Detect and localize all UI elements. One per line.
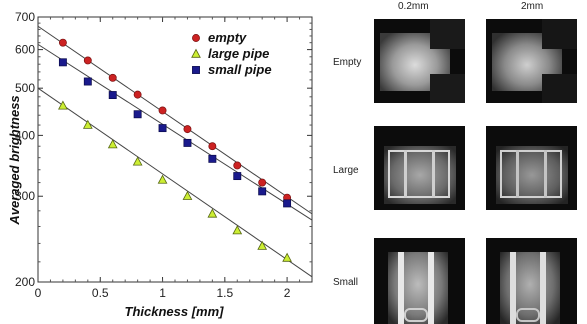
y-tick-label: 400	[15, 128, 35, 142]
x-tick-label: 0.5	[92, 286, 109, 300]
data-point-empty	[258, 178, 267, 187]
data-point-small-pipe	[108, 91, 117, 100]
xray-image-small-0.2mm	[374, 238, 465, 324]
data-point-small-pipe	[158, 124, 167, 133]
data-point-large-pipe	[182, 190, 193, 200]
column-header-2mm: 2mm	[521, 1, 544, 12]
data-point-large-pipe	[107, 139, 118, 149]
data-point-large-pipe	[157, 174, 168, 184]
xray-image-empty-0.2mm	[374, 19, 465, 103]
data-point-small-pipe	[233, 172, 242, 181]
data-point-small-pipe	[83, 77, 92, 86]
legend-label-small-pipe: small pipe	[208, 62, 272, 77]
xray-image-empty-2mm	[486, 19, 577, 103]
column-header-0.2mm: 0.2mm	[398, 1, 429, 12]
data-point-empty	[58, 38, 67, 47]
data-point-empty	[183, 125, 192, 134]
data-point-small-pipe	[258, 187, 267, 196]
x-tick-label: 1	[159, 286, 166, 300]
data-point-large-pipe	[257, 240, 268, 250]
row-label-small: Small	[333, 277, 359, 288]
fit-line-large-pipe	[37, 87, 313, 278]
data-point-empty	[233, 161, 242, 170]
data-point-large-pipe	[232, 225, 243, 235]
legend-marker-small-pipe	[192, 66, 200, 74]
data-point-large-pipe	[132, 156, 143, 166]
data-point-small-pipe	[208, 154, 217, 163]
data-point-empty	[83, 56, 92, 65]
fit-line-small-pipe	[37, 43, 313, 221]
data-point-small-pipe	[283, 199, 292, 208]
y-tick-label: 500	[15, 81, 35, 95]
legend-marker-empty	[192, 34, 200, 42]
xray-image-large-0.2mm	[374, 126, 465, 210]
plot-frame	[37, 16, 313, 283]
xray-image-small-2mm	[486, 238, 577, 324]
x-tick-label: 1.5	[216, 286, 233, 300]
data-point-small-pipe	[183, 138, 192, 147]
data-point-small-pipe	[58, 58, 67, 67]
y-tick-label: 300	[15, 189, 35, 203]
data-point-empty	[133, 90, 142, 99]
x-tick-label: 2	[284, 286, 291, 300]
y-tick-label: 700	[15, 10, 35, 24]
xray-image-large-2mm	[486, 126, 577, 210]
data-point-large-pipe	[282, 252, 292, 262]
row-label-large: Large	[333, 165, 359, 176]
data-point-large-pipe	[58, 100, 68, 110]
x-axis-label: Thickness [mm]	[125, 304, 225, 319]
legend-marker-large-pipe	[191, 48, 201, 58]
fit-line-empty	[37, 25, 313, 215]
legend-label-empty: empty	[208, 30, 247, 45]
data-point-empty	[158, 106, 167, 115]
y-axis-label: Averaged brightness	[7, 95, 22, 225]
data-point-small-pipe	[133, 110, 142, 119]
row-label-empty: Empty	[333, 57, 362, 68]
data-point-large-pipe	[82, 119, 93, 129]
data-point-empty	[108, 73, 117, 82]
x-tick-label: 0	[35, 286, 42, 300]
y-tick-label: 200	[15, 275, 35, 289]
data-point-empty	[208, 142, 217, 151]
y-tick-label: 600	[15, 43, 35, 57]
data-point-large-pipe	[207, 208, 218, 218]
legend-label-large-pipe: large pipe	[208, 46, 269, 61]
